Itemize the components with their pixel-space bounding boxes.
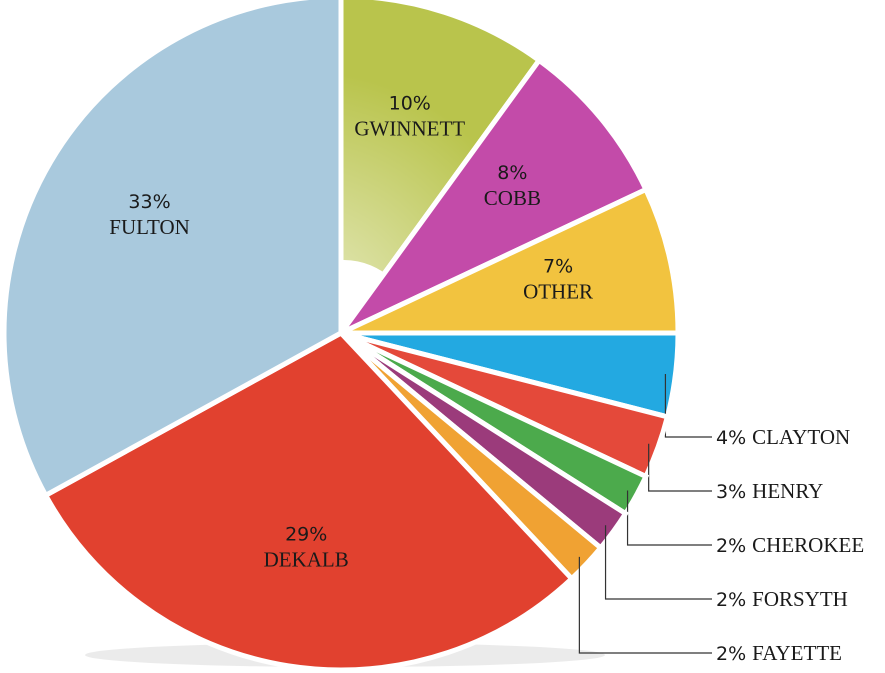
slice-name: DEKALB — [264, 548, 349, 572]
pie-slice — [42, 329, 576, 673]
leader-line — [648, 443, 712, 492]
slice-percent: 8% — [497, 162, 527, 184]
slice-name: HENRY — [752, 479, 823, 503]
callout-label: 2% FAYETTE — [716, 641, 842, 665]
leader-line — [664, 373, 712, 438]
callout-label: 2% FORSYTH — [716, 587, 848, 611]
slice-name: OTHER — [523, 279, 593, 303]
slice-label: 8% — [497, 162, 527, 184]
slice-percent: 4% — [716, 427, 746, 449]
slice-label: 10% — [389, 92, 431, 114]
slice-name: FORSYTH — [752, 587, 848, 611]
leader-line — [604, 525, 712, 600]
pie-slice — [339, 186, 681, 336]
slice-percent: 2% — [716, 589, 746, 611]
slice-name: GWINNETT — [354, 116, 465, 140]
pie-slice — [338, 56, 650, 336]
callout-label: 3% HENRY — [716, 479, 823, 503]
slice-name: FAYETTE — [752, 641, 842, 665]
slice-percent: 29% — [285, 524, 327, 546]
slice-percent: 33% — [128, 191, 170, 213]
leader-line — [578, 556, 712, 654]
slice-name: CHEROKEE — [752, 533, 864, 557]
slice-percent: 2% — [716, 535, 746, 557]
slice-percent: 2% — [716, 643, 746, 665]
slice-label: 7% — [543, 255, 573, 277]
slice-name: CLAYTON — [752, 425, 850, 449]
slice-percent: 3% — [716, 481, 746, 503]
slice-percent: 10% — [389, 92, 431, 114]
slice-label: 29% — [285, 524, 327, 546]
slice-label: 33% — [128, 191, 170, 213]
slice-name: FULTON — [109, 215, 190, 239]
slice-name: COBB — [484, 186, 541, 210]
callout-label: 2% CHEROKEE — [716, 533, 864, 557]
leader-line — [626, 490, 712, 546]
slice-percent: 7% — [543, 255, 573, 277]
callout-label: 4% CLAYTON — [716, 425, 850, 449]
pie-slice — [1, 0, 344, 499]
